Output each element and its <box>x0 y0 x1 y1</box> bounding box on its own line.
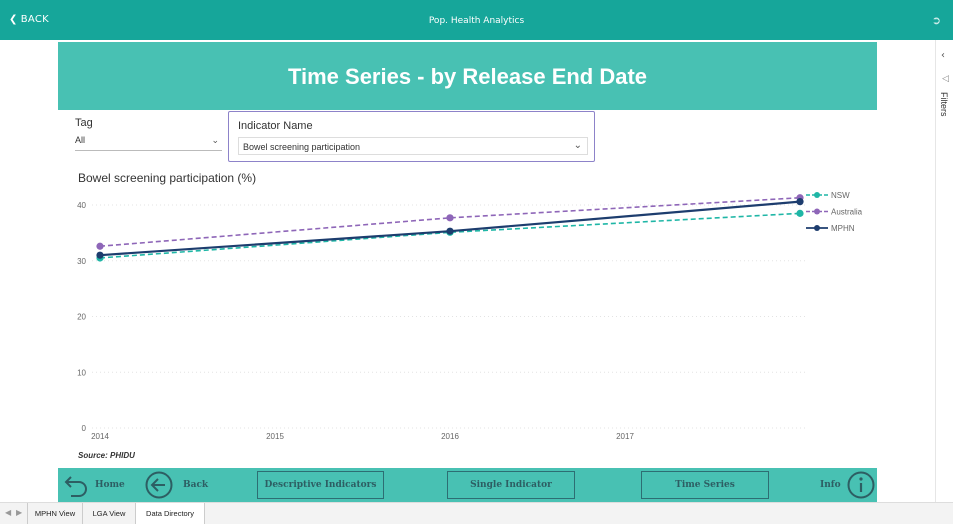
series-line-nsw <box>99 212 801 259</box>
x-tick-label: 2015 <box>266 432 284 441</box>
y-tick-label: 30 <box>77 257 86 266</box>
page-title: Time Series - by Release End Date <box>287 64 648 89</box>
tab-scroll-right-icon[interactable]: ▶ <box>16 508 23 517</box>
chart-title: Bowel screening participation (%) <box>78 171 257 185</box>
chevron-left-icon[interactable]: ‹ <box>941 50 945 61</box>
tag-dropdown-value: All <box>75 135 86 145</box>
x-tick-label: 2017 <box>616 432 634 441</box>
tab-data-directory[interactable]: Data Directory <box>136 503 205 524</box>
indicator-slicer-label: Indicator Name <box>238 120 313 132</box>
legend-marker <box>814 225 820 231</box>
filter-icon: ◁ <box>942 74 949 84</box>
data-point-mphn[interactable] <box>446 227 454 235</box>
chevron-down-icon: ⌄ <box>573 140 582 151</box>
back-arrow-icon[interactable] <box>144 470 174 500</box>
indicator-dropdown-value: Bowel screening participation <box>243 142 361 152</box>
descriptive-indicators-button[interactable]: Descriptive Indicators <box>257 471 384 499</box>
info-icon[interactable] <box>846 470 876 500</box>
chevron-left-icon: ❮ <box>9 14 18 25</box>
chevron-down-icon: ⌄ <box>211 135 219 145</box>
tab-lga-view[interactable]: LGA View <box>83 503 136 524</box>
info-button[interactable]: Info <box>820 480 841 490</box>
x-tick-label: 2016 <box>441 432 459 441</box>
back-link-label: BACK <box>20 14 49 25</box>
y-tick-label: 40 <box>77 201 86 210</box>
tag-slicer-label: Tag <box>75 117 93 129</box>
data-point-australia[interactable] <box>446 214 454 222</box>
back-button[interactable]: Back <box>183 480 209 490</box>
report-canvas: Time Series - by Release End Date Tag Al… <box>0 40 935 502</box>
data-point-australia[interactable] <box>96 242 104 250</box>
app-title: Pop. Health Analytics <box>428 16 525 26</box>
data-point-mphn[interactable] <box>96 251 104 259</box>
source-note: Source: PHIDU <box>78 451 135 460</box>
home-arrow-icon[interactable] <box>62 471 90 499</box>
filters-pane[interactable]: ‹ ◁ Filters <box>935 40 953 502</box>
tag-slicer: Tag All ⌄ <box>75 117 222 151</box>
time-series-button[interactable]: Time Series <box>641 471 769 499</box>
y-tick-label: 10 <box>77 368 86 377</box>
legend-marker <box>814 208 820 215</box>
page-banner: Time Series - by Release End Date <box>58 42 877 110</box>
tab-scroll-left-icon[interactable]: ◀ <box>5 508 12 517</box>
single-indicator-button[interactable]: Single Indicator <box>447 471 575 499</box>
filters-pane-label: Filters <box>939 92 949 117</box>
exit-icon[interactable]: ➲ <box>931 14 941 27</box>
x-tick-label: 2014 <box>91 432 109 441</box>
indicator-dropdown[interactable]: Bowel screening participation ⌄ <box>238 137 588 155</box>
indicator-slicer: Indicator Name Bowel screening participa… <box>228 111 595 162</box>
legend-label: Australia <box>831 208 863 217</box>
tag-dropdown[interactable]: All ⌄ <box>75 135 222 151</box>
back-link[interactable]: ❮ BACK <box>9 14 49 25</box>
page-tab-bar: ◀ ▶ MPHN View LGA View Data Directory <box>0 502 953 524</box>
legend-label: NSW <box>831 191 850 200</box>
y-tick-label: 20 <box>77 313 86 322</box>
data-point-nsw[interactable] <box>796 209 804 217</box>
legend-marker <box>814 192 820 198</box>
line-chart: 0 10 20 30 40 2014 2015 2016 2017 NSW Australia MP… <box>77 191 863 441</box>
navigation-bar: Home Back Descriptive Indicators Single … <box>58 468 877 502</box>
home-button[interactable]: Home <box>95 480 125 490</box>
series-line-australia <box>99 196 801 248</box>
top-bar: ❮ BACK Pop. Health Analytics ➲ <box>0 0 953 40</box>
tab-mphn-view[interactable]: MPHN View <box>27 503 83 524</box>
legend-label: MPHN <box>831 224 855 233</box>
data-point-mphn[interactable] <box>796 198 804 206</box>
y-tick-label: 0 <box>82 424 87 433</box>
